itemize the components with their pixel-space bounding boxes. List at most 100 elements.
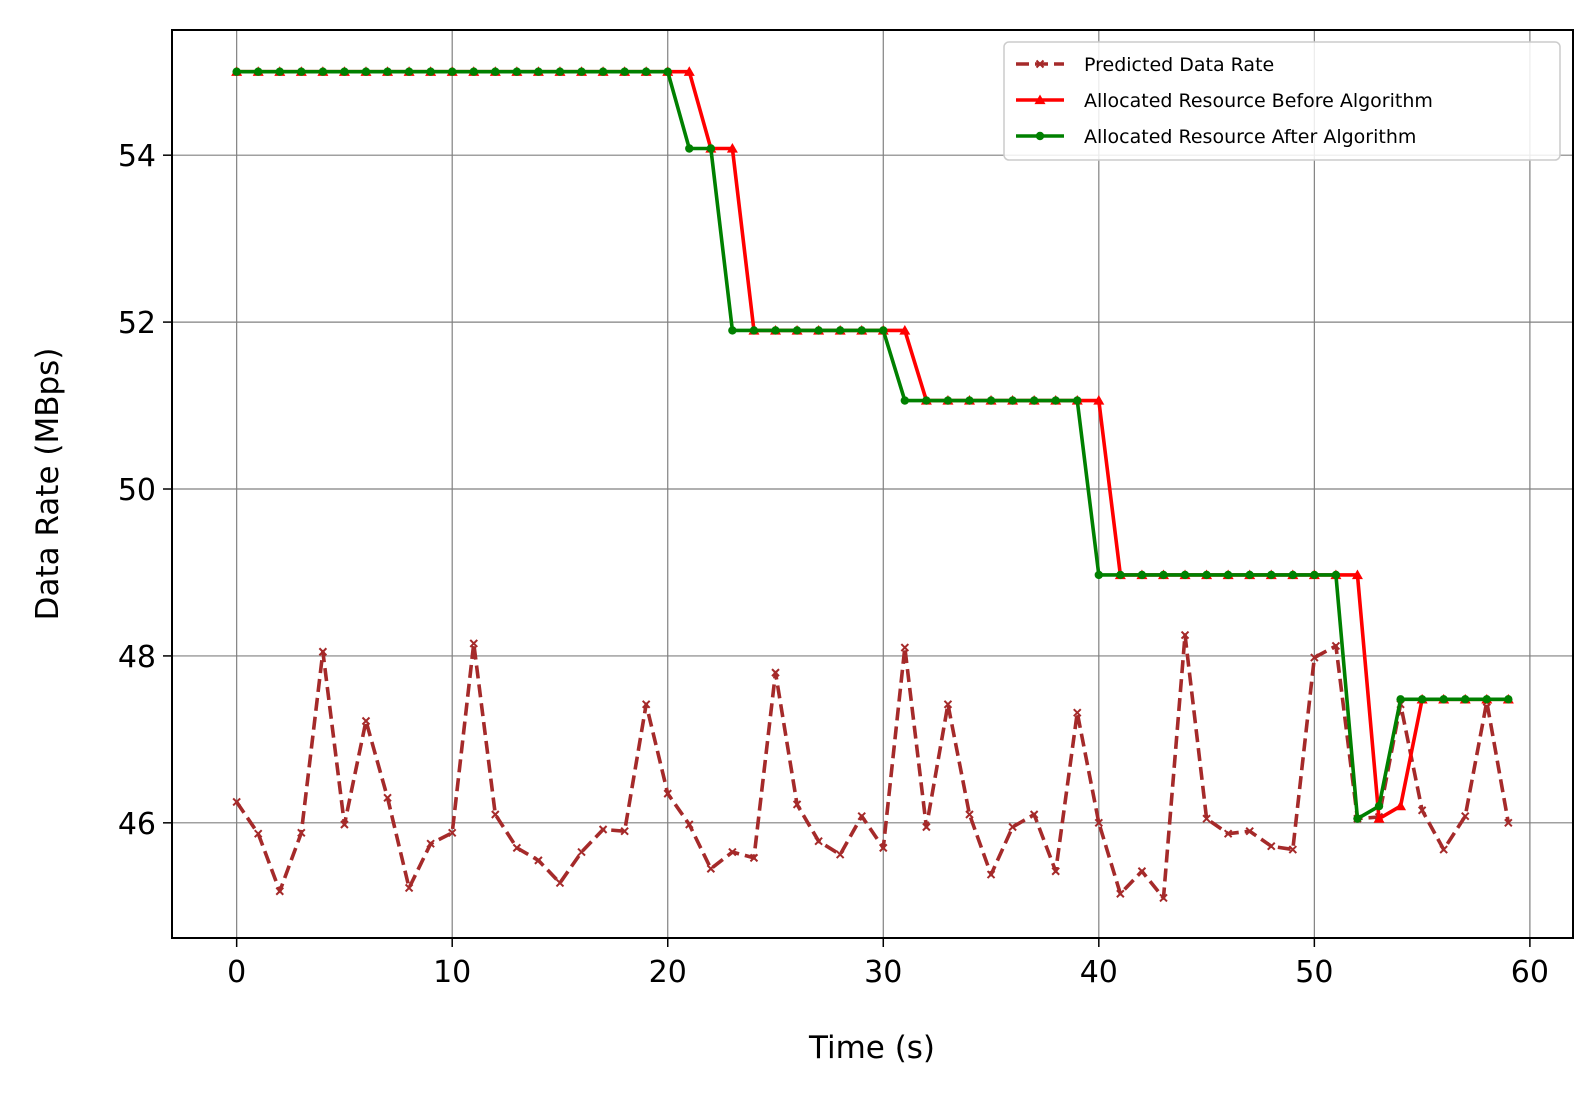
data-point — [663, 67, 672, 76]
data-point — [1482, 695, 1491, 704]
data-point — [728, 847, 737, 857]
data-point — [857, 326, 866, 335]
data-point — [922, 822, 931, 832]
data-point — [491, 810, 500, 819]
data-point — [1008, 822, 1017, 832]
x-tick-label: 50 — [1295, 955, 1333, 990]
data-point — [1288, 570, 1298, 580]
data-point — [555, 878, 565, 888]
legend-label: Allocated Resource After Algorithm — [1084, 126, 1416, 148]
data-point — [706, 144, 716, 153]
data-point — [404, 67, 414, 76]
data-point — [986, 870, 996, 879]
x-tick-label: 10 — [433, 955, 471, 990]
data-point — [1159, 893, 1168, 903]
data-point — [685, 144, 694, 153]
data-point — [577, 67, 586, 76]
data-point — [555, 67, 565, 76]
plot-frame — [171, 29, 1574, 939]
data-point — [771, 668, 780, 677]
data-point — [318, 647, 328, 656]
data-point — [1008, 396, 1017, 405]
series-line — [235, 633, 1511, 900]
data-point — [922, 396, 931, 405]
data-point — [1180, 630, 1190, 640]
data-point — [1180, 570, 1190, 580]
data-point — [900, 396, 910, 405]
data-point — [1034, 94, 1046, 105]
data-point — [1417, 806, 1427, 815]
data-point — [641, 700, 651, 709]
legend-entry: Allocated Resource Before Algorithm — [1016, 90, 1433, 112]
data-point — [1310, 653, 1319, 662]
y-tick-label: 54 — [118, 139, 156, 174]
data-point — [1310, 570, 1319, 580]
data-point — [383, 793, 392, 803]
data-point — [1094, 570, 1104, 580]
data-point — [232, 67, 241, 76]
x-axis-label: Time (s) — [808, 1030, 935, 1066]
data-point — [749, 326, 759, 335]
x-tick-label: 0 — [227, 955, 246, 990]
y-tick-label: 46 — [118, 807, 156, 842]
data-point — [1223, 829, 1233, 838]
data-point — [1461, 695, 1470, 704]
data-point — [835, 850, 845, 859]
data-point — [1202, 570, 1211, 580]
data-point — [1395, 800, 1407, 811]
data-point — [534, 856, 543, 865]
grid — [172, 30, 1573, 938]
data-point — [1094, 818, 1104, 828]
data-point — [1029, 396, 1039, 405]
data-point — [426, 67, 435, 76]
data-point — [771, 326, 780, 335]
data-point — [1267, 570, 1276, 580]
data-point — [254, 67, 263, 76]
data-point — [275, 887, 284, 896]
data-point — [685, 820, 694, 829]
data-point — [1035, 131, 1045, 141]
data-point — [1417, 695, 1427, 704]
data-point — [275, 67, 284, 76]
legend-box — [1003, 41, 1561, 161]
data-point — [1288, 845, 1298, 854]
y-tick-label: 48 — [118, 640, 156, 675]
data-point — [792, 326, 802, 335]
data-point — [1245, 570, 1254, 580]
data-point — [683, 66, 695, 76]
data-point — [1331, 570, 1341, 580]
data-point — [1504, 695, 1513, 704]
data-point — [598, 825, 608, 834]
data-point — [361, 67, 371, 76]
data-point — [448, 67, 457, 76]
data-point — [879, 326, 888, 335]
data-point — [1353, 814, 1362, 823]
data-point — [814, 326, 823, 335]
data-point — [943, 700, 953, 709]
legend-label: Allocated Resource Before Algorithm — [1084, 90, 1433, 112]
data-point — [1374, 801, 1384, 811]
data-point — [663, 789, 672, 798]
y-tick-label: 50 — [118, 473, 156, 508]
data-point — [340, 820, 349, 829]
y-tick-label: 52 — [118, 306, 156, 341]
data-point — [1051, 396, 1060, 405]
data-point — [726, 143, 738, 153]
data-point — [879, 843, 888, 853]
data-point — [447, 828, 457, 838]
legend: Predicted Data Rate Allocated Resource Be… — [1003, 41, 1561, 161]
data-point — [1223, 570, 1233, 580]
x-tick-label: 20 — [649, 955, 687, 990]
data-point — [598, 67, 608, 76]
data-point — [1137, 570, 1147, 580]
data-point — [1461, 811, 1470, 821]
data-point — [706, 864, 716, 873]
data-point — [1073, 396, 1082, 405]
data-point — [835, 326, 845, 335]
data-point — [512, 843, 522, 853]
data-point — [1267, 841, 1276, 851]
data-point — [1439, 695, 1448, 704]
data-point — [1351, 569, 1363, 580]
